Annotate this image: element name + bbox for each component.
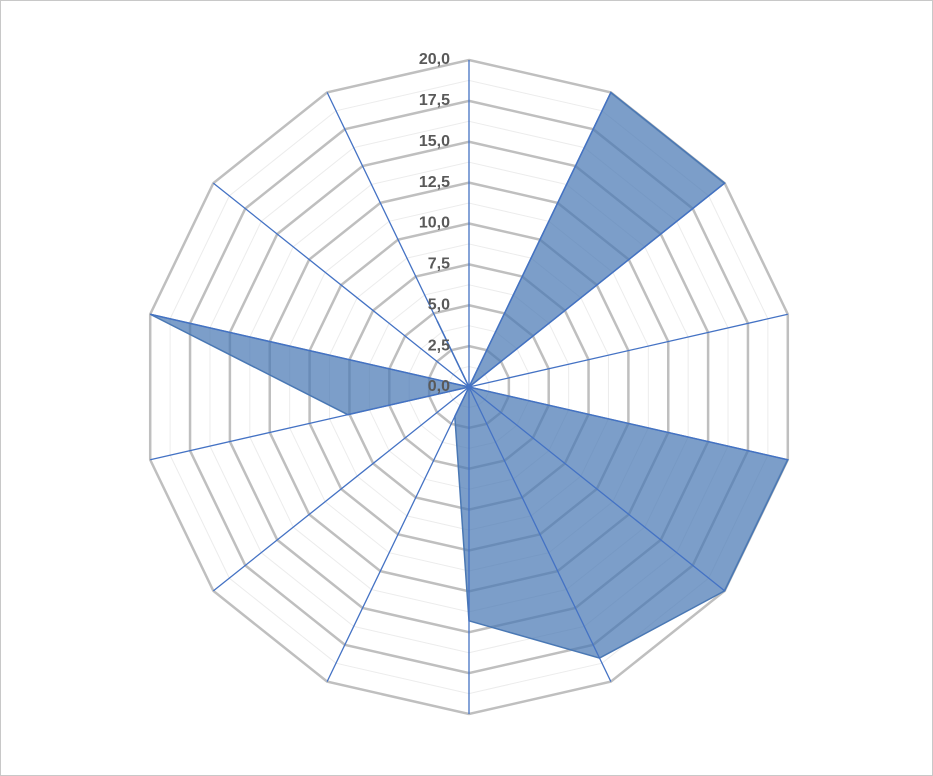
spoke: [468, 386, 726, 592]
spoke: [468, 386, 788, 461]
spoke: [468, 182, 726, 388]
r-tick-label: 17,5: [419, 92, 450, 109]
spoke: [326, 386, 470, 682]
r-tick-label: 2,5: [428, 337, 450, 354]
spoke: [150, 386, 470, 461]
r-tick-label: 20,0: [419, 51, 450, 68]
spoke: [468, 92, 612, 388]
r-tick-label: 5,0: [428, 296, 450, 313]
r-tick-label: 12,5: [419, 174, 450, 191]
spoke: [468, 386, 612, 682]
spoke: [468, 313, 788, 388]
r-tick-label: 0,0: [428, 378, 450, 395]
spoke: [212, 386, 470, 592]
r-tick-label: 7,5: [428, 256, 450, 273]
spoke: [212, 182, 470, 388]
spoke: [150, 313, 470, 388]
spoke: [326, 92, 470, 388]
r-tick-label: 10,0: [419, 215, 450, 232]
r-tick-label: 15,0: [419, 133, 450, 150]
